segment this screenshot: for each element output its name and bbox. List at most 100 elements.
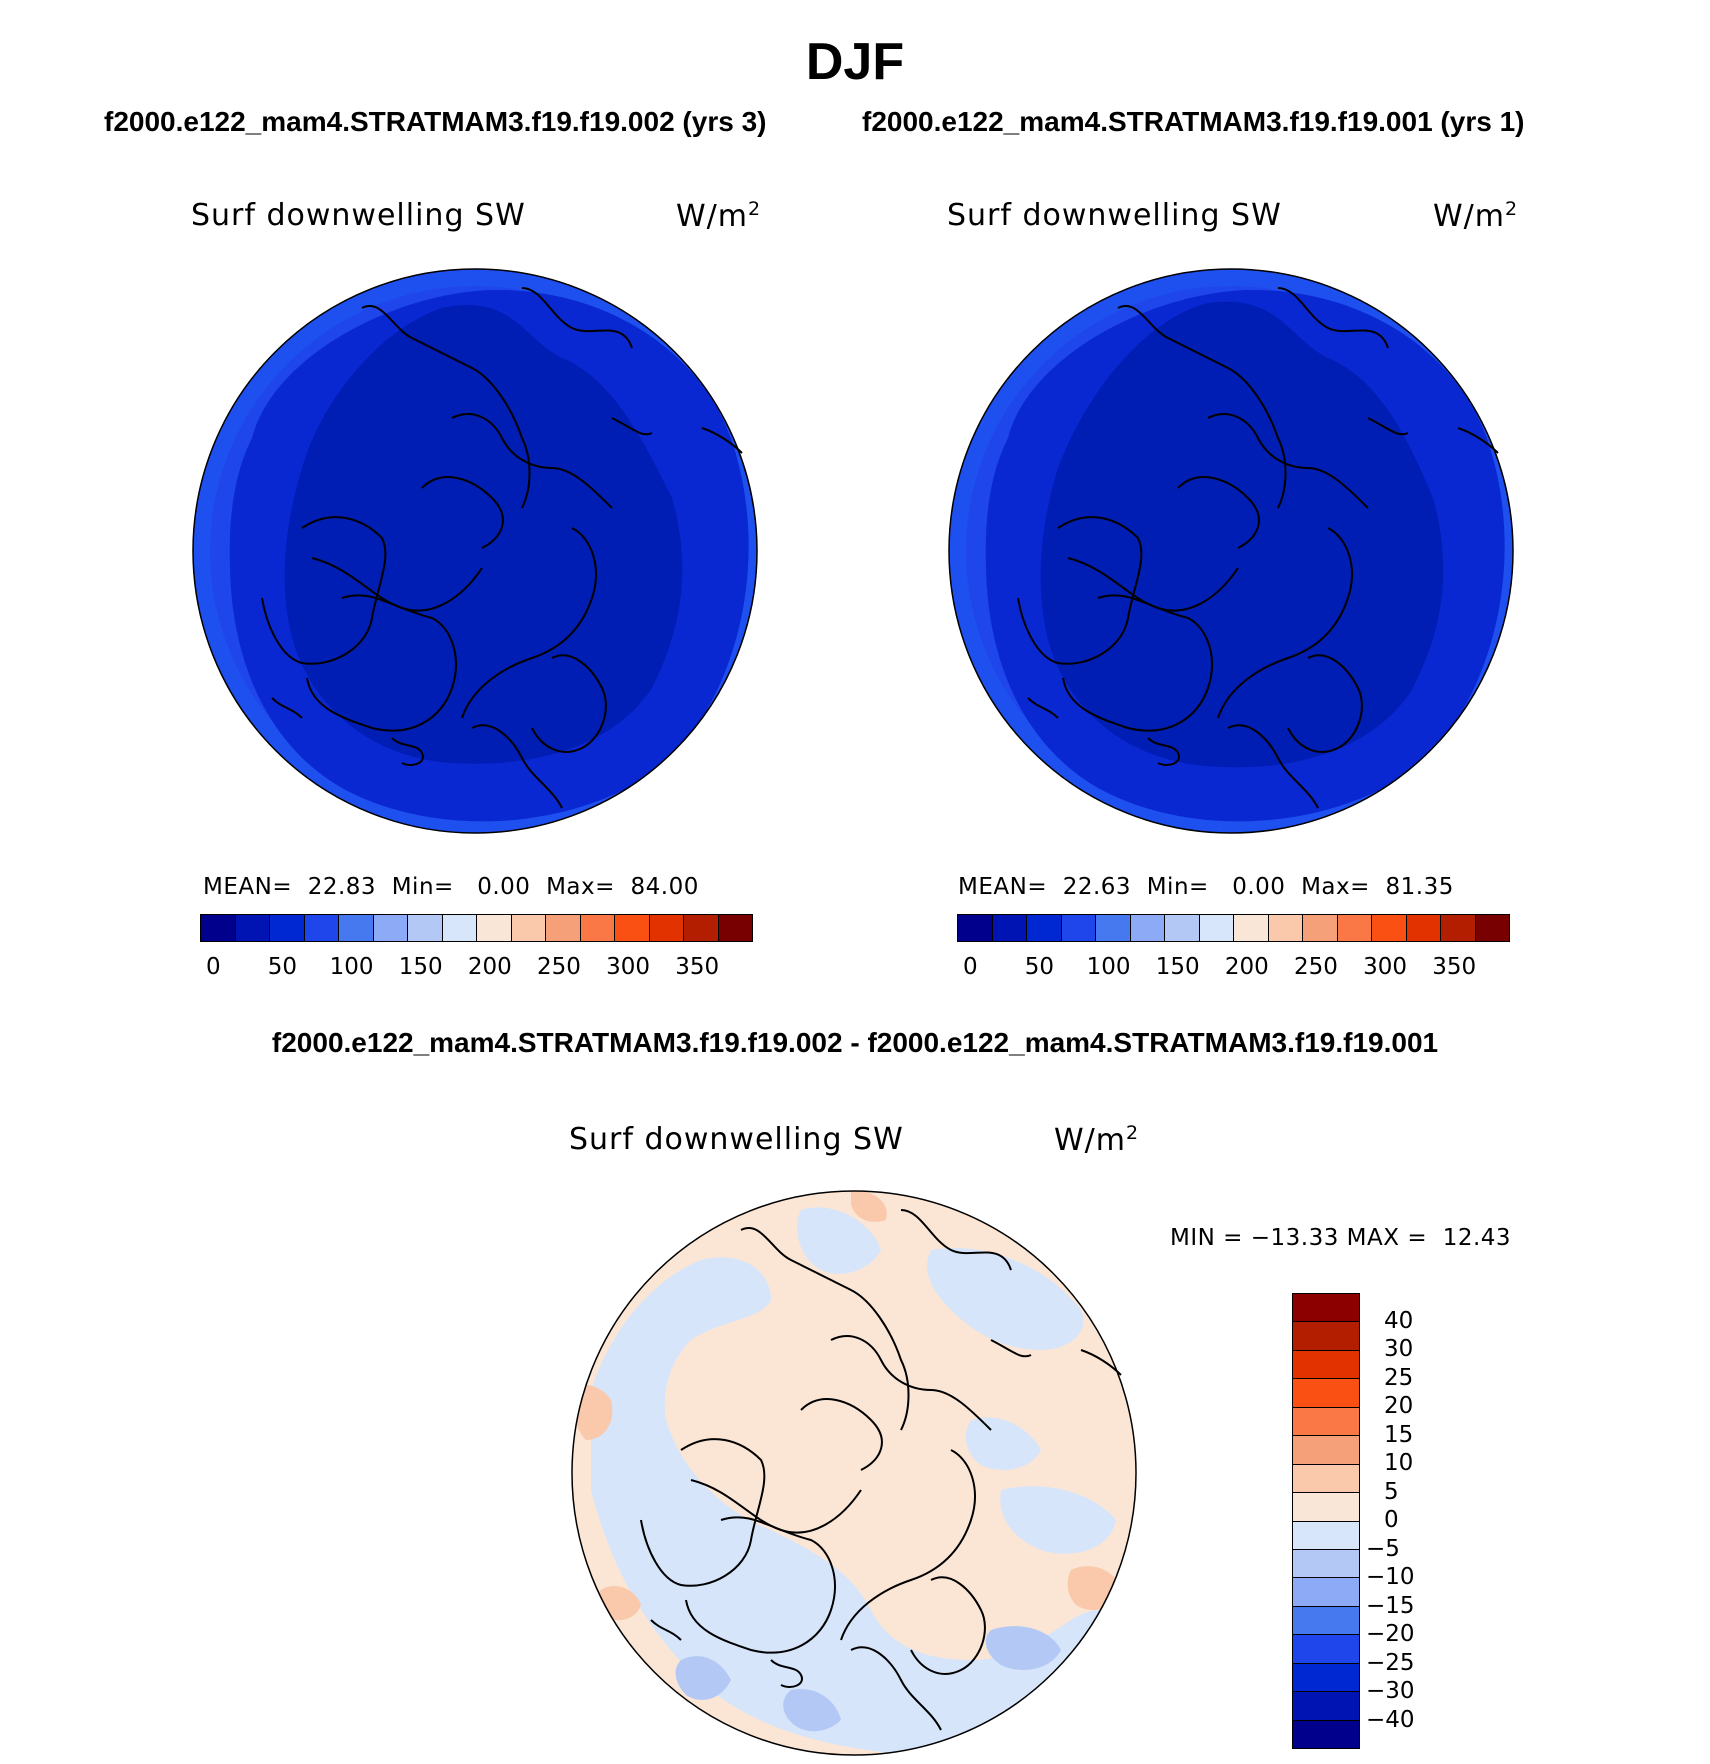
panel2-colorbar-swatch	[1406, 915, 1441, 941]
diff-units-label: W/m2	[1054, 1122, 1140, 1158]
diff-colorbar-tick-label: −40	[1366, 1706, 1415, 1733]
panel1-colorbar-swatch	[615, 915, 650, 941]
difference-title: f2000.e122_mam4.STRATMAM3.f19.f19.002 - …	[271, 1027, 1439, 1058]
diff-colorbar-swatch	[1293, 1407, 1359, 1437]
panel1-colorbar-swatch	[718, 915, 752, 941]
diff-strong-negative-region	[675, 1656, 731, 1700]
panel1-colorbar-swatch	[580, 915, 615, 941]
panel1-colorbar-swatch	[339, 915, 374, 941]
panel2-colorbar-swatch	[1475, 915, 1509, 941]
diff-polar-map	[571, 1190, 1137, 1756]
panel2-colorbar-swatch	[1441, 915, 1476, 941]
diff-colorbar-tick-label: 10	[1384, 1450, 1414, 1476]
diff-stats: MIN = −13.33 MAX = 12.43	[1170, 1225, 1512, 1251]
panel1-colorbar-swatch	[546, 915, 581, 941]
diff-strong-negative-region	[783, 1689, 841, 1732]
panel1-colorbar-tick-label: 50	[267, 954, 298, 980]
diff-colorbar-swatch	[1293, 1436, 1359, 1465]
panel1-colorbar-swatch	[304, 915, 339, 941]
diff-negative-region	[797, 1207, 881, 1274]
diff-colorbar-tick-label: 30	[1384, 1336, 1414, 1362]
diff-colorbar-swatch	[1293, 1720, 1359, 1748]
diff-negative-region	[591, 1257, 1131, 1755]
panel2-units-label: W/m2	[1433, 198, 1519, 234]
panel1-colorbar-swatch	[442, 915, 477, 941]
diff-colorbar-swatch	[1293, 1464, 1359, 1494]
panel2-colorbar-tick-label: 150	[1155, 954, 1200, 980]
panel1-units-label: W/m2	[676, 198, 762, 234]
panel1-colorbar-swatch	[684, 915, 719, 941]
panel1-colorbar-ticks: 0 50 100 150 200 250 300 350	[200, 954, 753, 984]
panel2-colorbar-swatch	[1130, 915, 1165, 941]
panel2-colorbar-swatch	[1337, 915, 1372, 941]
diff-colorbar	[1292, 1293, 1360, 1749]
panel1-colorbar-tick-label: 250	[536, 954, 581, 980]
panel1-polar-map	[192, 268, 758, 834]
panel2-colorbar-swatch	[1234, 915, 1269, 941]
diff-colorbar-swatch	[1293, 1322, 1359, 1351]
panel2-colorbar-tick-label: 50	[1024, 954, 1055, 980]
panel2-colorbar-swatch	[1027, 915, 1062, 941]
panel2-variable-label: Surf downwelling SW	[947, 198, 1282, 233]
diff-colorbar-tick-label: −25	[1366, 1649, 1415, 1676]
diff-strong-negative-region	[985, 1626, 1061, 1670]
panel1-field-inner	[284, 304, 683, 764]
panel2-colorbar-swatch	[1165, 915, 1200, 941]
panel1-colorbar-tick-label: 200	[467, 954, 512, 980]
diff-colorbar-ticks: 40 30 25 20 15 10 5 0 −5 −10 −15 −20 −25 −30 −40	[1366, 1293, 1464, 1749]
panel2-colorbar-swatch	[1303, 915, 1338, 941]
diff-variable-label: Surf downwelling SW	[569, 1122, 904, 1157]
diff-negative-region	[1000, 1486, 1116, 1554]
panel2-colorbar-swatch	[992, 915, 1027, 941]
panel2-colorbar	[957, 914, 1510, 942]
panel2-colorbar-tick-label: 300	[1363, 954, 1407, 980]
diff-colorbar-swatch	[1293, 1294, 1359, 1323]
panel1-colorbar-swatch	[511, 915, 546, 941]
diff-colorbar-tick-label: 25	[1384, 1364, 1414, 1391]
panel2-colorbar-tick-label: 200	[1224, 954, 1269, 980]
diff-colorbar-tick-label: −30	[1366, 1678, 1415, 1704]
diff-colorbar-swatch	[1293, 1549, 1359, 1579]
panel1-colorbar-swatch	[270, 915, 305, 941]
panel1-colorbar-swatch	[235, 915, 270, 941]
case1-title: f2000.e122_mam4.STRATMAM3.f19.f19.002 (y…	[104, 106, 767, 137]
diff-colorbar-tick-label: 5	[1384, 1478, 1399, 1505]
panel2-stats: MEAN= 22.63 Min= 0.00 Max= 81.35	[958, 874, 1454, 900]
diff-colorbar-tick-label: −20	[1366, 1621, 1415, 1647]
diff-colorbar-tick-label: −5	[1366, 1535, 1400, 1562]
panel1-colorbar-swatch	[373, 915, 408, 941]
panel2-colorbar-tick-label: 250	[1293, 954, 1338, 980]
panel1-colorbar-swatch	[477, 915, 512, 941]
panel1-colorbar-swatch	[201, 915, 236, 941]
panel2-polar-map	[948, 268, 1514, 834]
diff-colorbar-tick-label: −15	[1366, 1592, 1415, 1619]
panel2-colorbar-swatch	[1061, 915, 1096, 941]
panel2-colorbar-tick-label: 0	[962, 954, 978, 980]
diff-coastlines	[640, 1209, 1122, 1731]
panel1-coastlines	[261, 287, 743, 809]
panel2-coastlines	[1017, 287, 1499, 809]
case2-title: f2000.e122_mam4.STRATMAM3.f19.f19.001 (y…	[862, 106, 1525, 137]
diff-positive-region	[851, 1191, 887, 1222]
panel2-colorbar-tick-label: 350	[1432, 954, 1477, 980]
panel1-colorbar-swatch	[408, 915, 443, 941]
panel1-colorbar	[200, 914, 753, 942]
panel1-variable-label: Surf downwelling SW	[191, 198, 526, 233]
diff-colorbar-swatch	[1293, 1635, 1359, 1664]
diff-colorbar-tick-label: −10	[1366, 1564, 1415, 1590]
panel2-colorbar-ticks: 0 50 100 150 200 250 300 350	[957, 954, 1510, 984]
panel2-field-inner	[1040, 301, 1444, 768]
diff-negative-region	[927, 1248, 1084, 1350]
diff-colorbar-swatch	[1293, 1606, 1359, 1636]
diff-colorbar-swatch	[1293, 1350, 1359, 1380]
panel1-colorbar-tick-label: 100	[329, 954, 374, 980]
diff-colorbar-swatch	[1293, 1663, 1359, 1693]
diff-colorbar-tick-label: 20	[1384, 1393, 1414, 1419]
diff-colorbar-tick-label: 40	[1384, 1307, 1414, 1334]
diff-colorbar-swatch	[1293, 1521, 1359, 1550]
panel1-colorbar-tick-label: 150	[398, 954, 443, 980]
figure-title: DJF	[805, 33, 905, 91]
diff-colorbar-swatch	[1293, 1692, 1359, 1721]
panel2-colorbar-tick-label: 100	[1086, 954, 1131, 980]
panel1-colorbar-swatch	[649, 915, 684, 941]
